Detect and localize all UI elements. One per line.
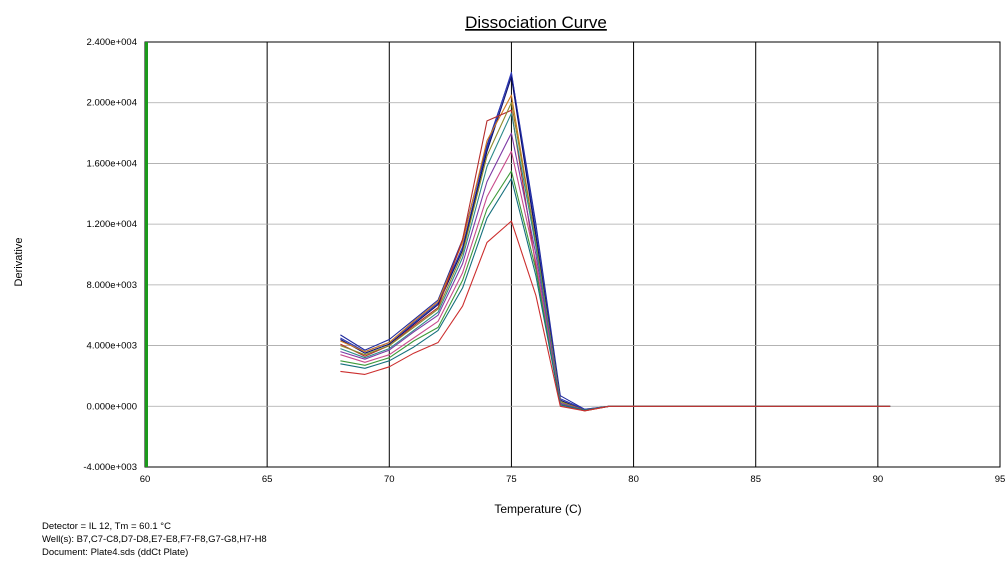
document-info: Document: Plate4.sds (ddCt Plate) [42,547,189,558]
series-line-7 [340,112,891,411]
x-tick-label: 75 [506,474,517,485]
y-tick-label: 4.000e+003 [87,341,137,352]
plot-frame [144,41,1001,468]
x-axis-label: Temperature (C) [494,502,581,516]
x-tick-label: 95 [995,474,1006,485]
tick-labels: 60 65 70 75 80 85 90 95 -4.000e+003 0.000e+000 4.0… [83,37,1005,485]
x-tick-label: 70 [384,474,395,485]
grid-lines [145,42,1000,467]
run-info: Detector = IL 12, Tm = 60.1 °C Well(s): … [42,520,267,559]
x-tick-label: 90 [873,474,884,485]
series-line-4 [340,94,891,411]
series-line-1 [340,73,891,410]
series-line-11 [340,178,891,411]
y-tick-label: 2.400e+004 [87,37,137,48]
series-line-3 [340,76,891,411]
x-tick-label: 80 [628,474,639,485]
y-tick-label: 0.000e+000 [87,401,137,412]
y-axis-label: Derivative [13,238,25,287]
detector-info: Detector = IL 12, Tm = 60.1 °C [42,521,171,532]
series-line-6 [340,102,891,412]
plot-border [144,41,1001,468]
series-line-8 [340,132,891,411]
series-lines [340,71,891,412]
y-tick-label: -4.000e+003 [83,462,137,473]
x-tick-label: 60 [140,474,151,485]
x-tick-label: 65 [262,474,273,485]
y-tick-label: 1.200e+004 [87,219,137,230]
y-tick-label: 1.600e+004 [87,158,137,169]
y-tick-label: 2.000e+004 [87,98,137,109]
y-tick-label: 8.000e+003 [87,280,137,291]
series-line-10 [340,170,891,411]
series-line-12 [340,220,891,412]
series-line-5 [340,109,891,412]
chart-title: Dissociation Curve [465,13,607,32]
x-tick-label: 85 [750,474,761,485]
series-line-2 [340,71,891,410]
series-line-9 [340,150,891,411]
wells-info: Well(s): B7,C7-C8,D7-D8,E7-E8,F7-F8,G7-G… [42,534,267,545]
